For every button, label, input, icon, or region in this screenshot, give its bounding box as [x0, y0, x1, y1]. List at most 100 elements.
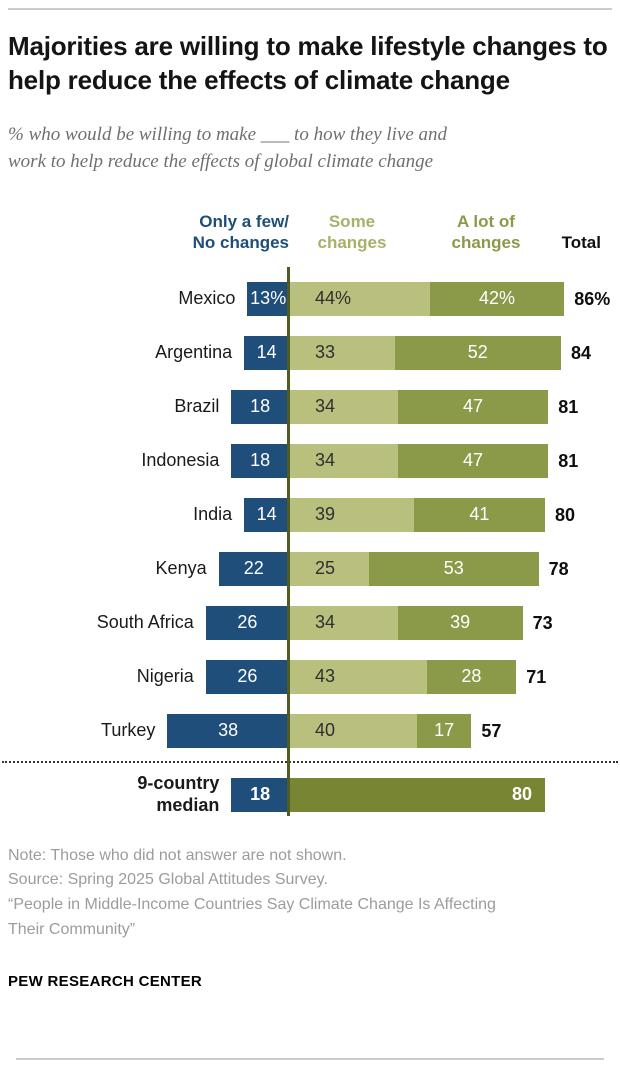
bar-few-no-changes: 18	[231, 443, 289, 478]
column-header-few-no-changes: Only a few/No changes	[192, 212, 289, 253]
total-value: 81	[558, 450, 579, 471]
bar-value: 53	[443, 558, 464, 579]
bar-value: 34	[315, 612, 336, 633]
bar-value: 47	[462, 396, 483, 417]
country-label: South Africa	[96, 612, 194, 633]
total-value: 84	[571, 342, 592, 363]
pew-chart-card: Majorities are willing to make lifestyle…	[0, 8, 620, 1068]
bar-some-changes: 44%	[289, 281, 430, 316]
country-label: Kenya	[155, 558, 207, 579]
bar-few-no-changes: 26	[205, 605, 289, 640]
country-label: Nigeria	[136, 666, 194, 687]
chart-row-brazil: Brazil 18 34 47 81	[0, 380, 620, 434]
bar-value: 52	[467, 342, 488, 363]
bar-a-lot-of-changes: 47	[397, 389, 549, 424]
axis-baseline	[287, 266, 290, 816]
bar-a-lot-of-changes: 42%	[429, 281, 565, 316]
chart-row-south-africa: South Africa 26 34 39 73	[0, 596, 620, 650]
subtitle-line-2: work to help reduce the effects of globa…	[8, 150, 434, 172]
bar-value: 40	[315, 720, 336, 741]
bar-few-no-changes-median: 18	[231, 777, 289, 812]
total-value: 71	[526, 666, 547, 687]
bar-value: 14	[256, 342, 277, 363]
column-headers: Only a few/No changes Some changes A lot …	[0, 202, 620, 254]
bar-a-lot-of-changes: 39	[397, 605, 523, 640]
bar-value: 18	[250, 450, 271, 471]
bar-value: 18	[250, 784, 271, 805]
bar-value: 38	[218, 720, 239, 741]
median-separator-line	[2, 760, 618, 763]
subtitle-line-1: % who would be willing to make ___ to ho…	[8, 123, 448, 145]
bar-a-lot-of-changes: 53	[369, 551, 539, 586]
bar-value: 26	[237, 666, 258, 687]
column-header-a-lot-of-changes: A lot of changes	[451, 212, 521, 253]
country-label: Argentina	[155, 342, 233, 363]
brand-pew-research-center: PEW RESEARCH CENTER	[8, 972, 203, 990]
country-label: India	[193, 504, 233, 525]
bar-value: 47	[462, 450, 483, 471]
bar-value: 28	[461, 666, 482, 687]
total-value: 78	[548, 558, 569, 579]
bar-a-lot-of-changes: 47	[397, 443, 549, 478]
chart-row-turkey: Turkey 38 40 17 57	[0, 704, 620, 758]
country-label: Indonesia	[141, 450, 220, 471]
bar-value: 33	[315, 342, 336, 363]
chart-row-india: India 14 39 41 80	[0, 488, 620, 542]
footnote-line: Source: Spring 2025 Global Attitudes Sur…	[8, 871, 328, 889]
chart-subtitle: % who would be willing to make ___ to ho…	[8, 122, 612, 176]
bar-few-no-changes: 38	[167, 713, 289, 748]
footnote-line: “People in Middle-Income Countries Say C…	[8, 896, 496, 914]
bar-value: 22	[243, 558, 264, 579]
bottom-rule	[16, 1058, 604, 1060]
bar-value: 39	[450, 612, 471, 633]
bar-total-median: 80	[289, 777, 545, 812]
bar-some-changes: 25	[289, 551, 369, 586]
footnote-line: Their Community”	[8, 920, 136, 938]
bar-value: 17	[434, 720, 455, 741]
bar-some-changes: 39	[289, 497, 414, 532]
bar-a-lot-of-changes: 52	[394, 335, 561, 370]
bar-value: 44%	[315, 288, 352, 309]
chart-row-kenya: Kenya 22 25 53 78	[0, 542, 620, 596]
bar-value: 42%	[478, 288, 515, 309]
bar-some-changes: 33	[289, 335, 395, 370]
country-label: Turkey	[101, 720, 156, 741]
chart-body: Mexico 13% 44% 42% 86% Argentina 14 33 52 84 Brazi…	[0, 266, 620, 822]
bar-value: 43	[315, 666, 336, 687]
bar-value: 34	[315, 450, 336, 471]
total-value: 81	[558, 396, 579, 417]
bar-few-no-changes: 26	[205, 659, 289, 694]
bar-some-changes: 34	[289, 605, 398, 640]
footnote-line: Note: Those who did not answer are not s…	[8, 846, 347, 864]
country-label: Mexico	[178, 288, 236, 309]
bar-few-no-changes: 18	[231, 389, 289, 424]
bar-some-changes: 40	[289, 713, 417, 748]
median-label: 9-country median	[137, 772, 220, 815]
bar-value: 34	[315, 396, 336, 417]
footnotes: Note: Those who did not answer are not s…	[8, 844, 612, 943]
chart-row-indonesia: Indonesia 18 34 47 81	[0, 434, 620, 488]
bar-some-changes: 34	[289, 389, 398, 424]
chart-row-mexico: Mexico 13% 44% 42% 86%	[0, 272, 620, 326]
bar-a-lot-of-changes: 41	[413, 497, 545, 532]
bar-value: 26	[237, 612, 258, 633]
bar-value: 18	[250, 396, 271, 417]
median-row: 9-country median 18 80	[0, 768, 620, 822]
bar-value: 13%	[250, 288, 287, 309]
bar-some-changes: 43	[289, 659, 427, 694]
top-rule	[8, 8, 612, 10]
bar-few-no-changes: 22	[218, 551, 289, 586]
bar-some-changes: 34	[289, 443, 398, 478]
bar-value: 14	[256, 504, 277, 525]
total-value: 57	[481, 720, 502, 741]
bar-value: 41	[469, 504, 490, 525]
bar-few-no-changes: 13%	[247, 281, 289, 316]
diverging-stacked-bar-chart: Only a few/No changes Some changes A lot …	[0, 202, 620, 822]
column-header-some-changes: Some changes	[317, 212, 387, 253]
bar-few-no-changes: 14	[244, 335, 289, 370]
bar-value: 39	[315, 504, 336, 525]
total-value: 86%	[574, 288, 611, 309]
chart-row-argentina: Argentina 14 33 52 84	[0, 326, 620, 380]
bar-a-lot-of-changes: 28	[426, 659, 517, 694]
bar-value: 25	[315, 558, 336, 579]
